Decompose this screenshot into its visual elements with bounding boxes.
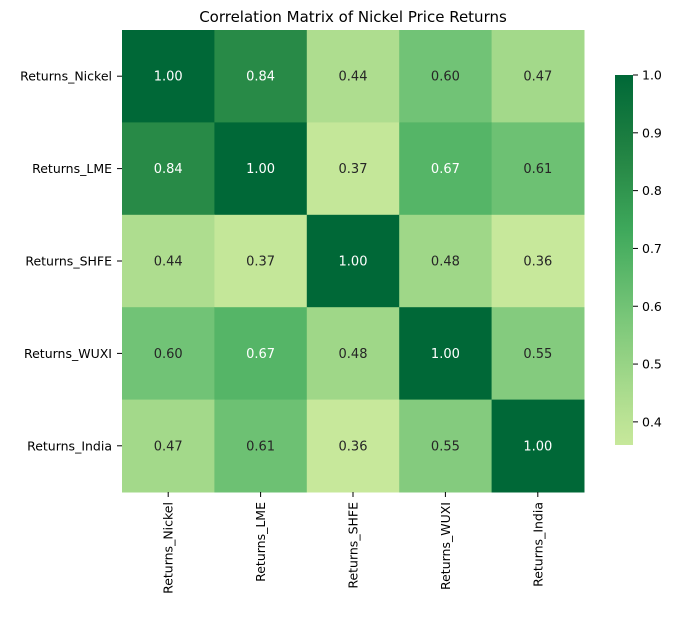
cell-value-label: 0.67 — [246, 347, 275, 362]
heatmap-cell — [122, 214, 215, 308]
heatmap-cell — [214, 399, 308, 493]
colorbar-gradient — [615, 75, 633, 445]
heatmap-cell — [491, 399, 585, 493]
heatmap-cell — [122, 122, 215, 216]
heatmap-cell — [399, 214, 493, 308]
cell-value-label: 0.37 — [246, 255, 275, 270]
cell-value-label: 0.37 — [339, 162, 368, 177]
cell-value-label: 1.00 — [523, 439, 552, 454]
column-tick-label: Returns_India — [530, 502, 545, 587]
heatmap-cell — [306, 399, 400, 493]
colorbar: 0.4 0.5 0.6 0.7 0.8 0.9 1.0 — [615, 68, 662, 445]
colorbar-tick-label: 1.0 — [642, 68, 662, 83]
cell-value-label: 0.36 — [523, 255, 552, 270]
row-tick-label: Returns_Nickel — [20, 69, 112, 84]
column-tick-labels: Returns_Nickel Returns_LME Returns_SHFE Ret… — [161, 492, 545, 594]
heatmap-cell — [306, 122, 400, 216]
cell-value-label: 1.00 — [154, 70, 183, 85]
row-tick-labels: Returns_Nickel Returns_LME Returns_SHFE Ret… — [20, 69, 122, 453]
heatmap-cell — [491, 122, 585, 216]
colorbar-tick-label: 0.7 — [642, 241, 662, 256]
colorbar-tick-label: 0.5 — [642, 357, 662, 372]
row-tick-label: Returns_SHFE — [25, 254, 112, 269]
cell-value-label: 1.00 — [431, 347, 460, 362]
cell-value-label: 0.67 — [431, 162, 460, 177]
row-tick-label: Returns_India — [27, 438, 112, 453]
heatmap-cell — [122, 30, 215, 123]
heatmap-cell — [399, 399, 493, 493]
column-tick-label: Returns_WUXI — [438, 502, 453, 590]
row-tick-label: Returns_LME — [32, 161, 112, 176]
heatmap-cell — [491, 30, 585, 123]
colorbar-tick-label: 0.4 — [642, 414, 662, 429]
cell-value-label: 0.47 — [523, 70, 552, 85]
heatmap-cell — [306, 214, 400, 308]
heatmap-cell — [214, 122, 308, 216]
heatmap-cell — [122, 307, 215, 401]
row-tick-label: Returns_WUXI — [24, 346, 112, 361]
heatmap-cell — [122, 399, 215, 493]
cell-value-label: 0.44 — [339, 70, 368, 85]
cell-value-label: 0.55 — [523, 347, 552, 362]
cell-value-label: 0.48 — [431, 255, 460, 270]
heatmap-cell — [399, 122, 493, 216]
column-tick-label: Returns_Nickel — [161, 502, 176, 594]
heatmap-cell — [214, 30, 308, 123]
cell-value-label: 0.47 — [154, 439, 183, 454]
colorbar-tick-label: 0.6 — [642, 299, 662, 314]
cell-value-label: 0.84 — [154, 162, 183, 177]
cell-value-label: 0.48 — [339, 347, 368, 362]
heatmap-cell — [399, 30, 493, 123]
heatmap-cell — [491, 307, 585, 401]
heatmap-cell — [491, 214, 585, 308]
cell-value-label: 0.61 — [523, 162, 552, 177]
cell-value-label: 0.55 — [431, 439, 460, 454]
heatmap-cell — [399, 307, 493, 401]
heatmap-cell — [214, 307, 308, 401]
chart-title: Correlation Matrix of Nickel Price Retur… — [199, 8, 507, 26]
cell-value-label: 0.60 — [154, 347, 183, 362]
cell-value-label: 1.00 — [339, 255, 368, 270]
cell-value-label: 0.60 — [431, 70, 460, 85]
column-tick-label: Returns_LME — [253, 502, 268, 582]
cell-value-label: 0.84 — [246, 70, 275, 85]
heatmap-cells: 1.00 0.84 0.44 0.60 0.47 0.84 1.00 0.37 0.67 0.61… — [122, 30, 585, 493]
cell-value-label: 1.00 — [246, 162, 275, 177]
colorbar-tick-label: 0.9 — [642, 125, 662, 140]
cell-value-label: 0.36 — [339, 439, 368, 454]
colorbar-tick-label: 0.8 — [642, 183, 662, 198]
heatmap-cell — [306, 30, 400, 123]
cell-value-label: 0.44 — [154, 255, 183, 270]
cell-value-label: 0.61 — [246, 439, 275, 454]
heatmap-cell — [306, 307, 400, 401]
heatmap-cell — [214, 214, 308, 308]
column-tick-label: Returns_SHFE — [346, 502, 361, 589]
